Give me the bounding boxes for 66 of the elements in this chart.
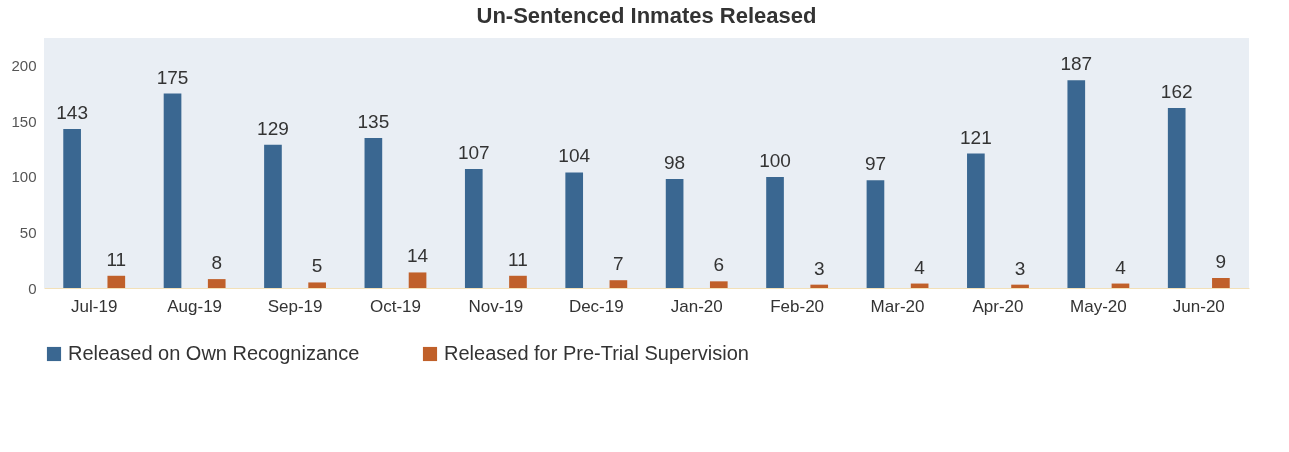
y-tick-label: 150 xyxy=(11,112,37,130)
bar xyxy=(207,279,226,288)
x-tick-label: Oct-19 xyxy=(369,296,421,316)
chart-title: Un-Sentenced Inmates Released xyxy=(476,3,817,28)
bar xyxy=(967,153,985,288)
bar xyxy=(1011,284,1029,288)
x-tick-label: Jun-20 xyxy=(1172,296,1225,316)
x-tick-label: May-20 xyxy=(1070,296,1127,316)
data-label: 14 xyxy=(406,245,429,267)
x-tick-label: Dec-19 xyxy=(568,296,624,316)
bar xyxy=(509,275,527,288)
x-tick-label: Mar-20 xyxy=(870,296,925,316)
data-label: 4 xyxy=(1115,256,1127,278)
bar xyxy=(464,169,483,288)
data-label: 107 xyxy=(457,142,490,164)
data-label: 11 xyxy=(106,248,127,270)
x-tick-label: Aug-19 xyxy=(167,296,223,316)
bar xyxy=(63,129,81,288)
bar xyxy=(709,281,728,288)
bar xyxy=(609,280,628,288)
bar xyxy=(163,93,182,288)
bar xyxy=(766,176,784,288)
data-label: 162 xyxy=(1160,81,1193,102)
data-label: 9 xyxy=(1215,251,1227,272)
y-tick-label: 0 xyxy=(28,279,37,297)
x-tick-label: Sep-19 xyxy=(267,296,323,316)
x-tick-label: Feb-20 xyxy=(770,296,825,316)
x-tick-label: Jul-19 xyxy=(71,296,118,316)
data-label: 129 xyxy=(257,117,289,139)
data-label: 135 xyxy=(357,111,390,132)
bar xyxy=(408,272,427,288)
bar xyxy=(308,282,326,288)
x-tick-label: Nov-19 xyxy=(468,296,524,316)
data-label: 98 xyxy=(664,152,686,174)
bar xyxy=(565,172,584,288)
bar xyxy=(665,179,684,288)
legend-label: Released on Own Recognizance xyxy=(68,342,360,364)
data-label: 5 xyxy=(311,255,323,277)
data-label: 143 xyxy=(56,102,88,124)
y-tick-label: 100 xyxy=(11,168,37,186)
x-tick-label: Jan-20 xyxy=(670,296,723,316)
data-label: 11 xyxy=(508,248,528,270)
bar xyxy=(364,138,383,288)
bar xyxy=(264,144,282,288)
data-label: 121 xyxy=(960,126,992,148)
data-label: 187 xyxy=(1060,53,1093,75)
bar xyxy=(866,180,885,288)
data-label: 7 xyxy=(613,253,624,275)
data-label: 97 xyxy=(864,153,887,175)
bar xyxy=(1167,108,1186,288)
data-label: 4 xyxy=(914,256,926,278)
data-label: 8 xyxy=(211,252,223,274)
data-label: 3 xyxy=(1014,257,1026,279)
data-label: 175 xyxy=(156,66,189,88)
legend-label: Released for Pre-Trial Supervision xyxy=(444,342,749,364)
bar xyxy=(107,275,126,288)
data-label: 6 xyxy=(713,254,725,276)
data-label: 100 xyxy=(759,149,791,171)
bar xyxy=(810,284,829,288)
data-label: 104 xyxy=(558,145,591,167)
data-label: 3 xyxy=(813,257,825,279)
x-tick-label: Apr-20 xyxy=(972,296,1024,316)
y-tick-label: 50 xyxy=(19,223,37,241)
y-tick-label: 200 xyxy=(11,57,37,75)
bar xyxy=(1212,278,1230,288)
bar xyxy=(1067,80,1086,288)
